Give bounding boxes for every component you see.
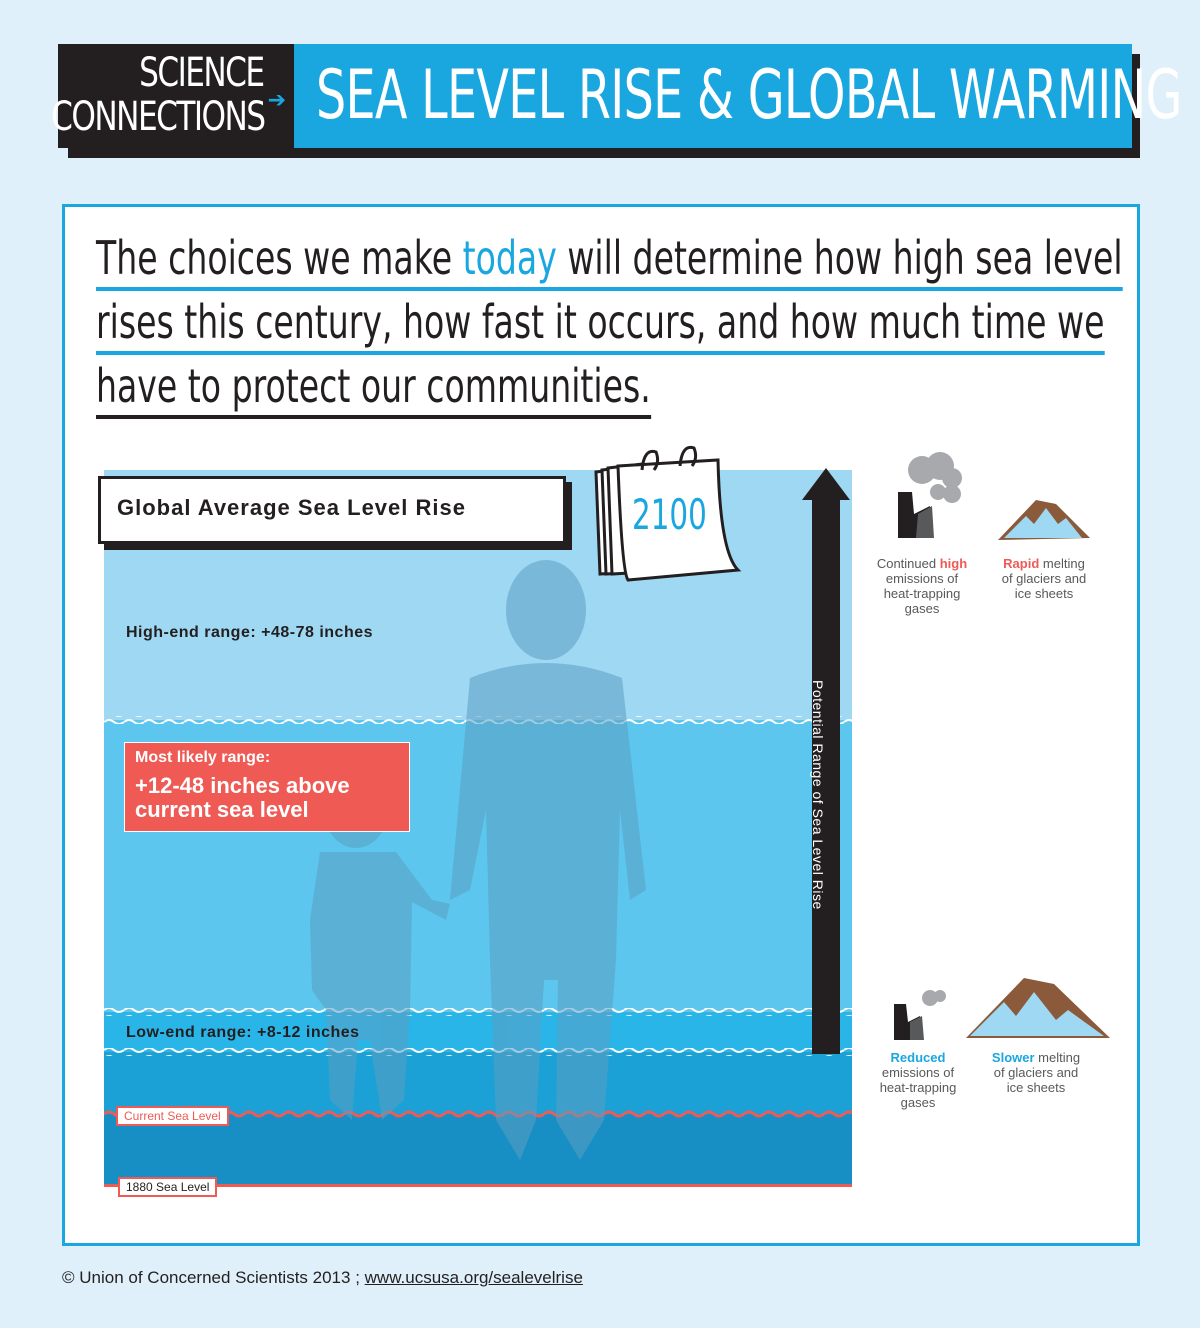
water-band-1880: [104, 1114, 852, 1186]
brand-line1: SCIENCE: [139, 50, 266, 96]
top-melt-caption: Rapid melting of glaciers and ice sheets: [1001, 556, 1087, 601]
glacier-large-icon: [998, 500, 1090, 540]
likely-range-box: Most likely range: +12-48 inches above c…: [124, 742, 410, 832]
calendar-icon: [594, 445, 742, 582]
title-banner: SEA LEVEL RISE & GLOBAL WARMING: [294, 44, 1182, 148]
headline: The choices we make today will determine…: [96, 226, 1123, 419]
top-emissions-caption: Continued high emissions of heat-trappin…: [876, 556, 968, 616]
current-sea-level-tag: Current Sea Level: [116, 1106, 229, 1126]
brand-line2: CONNECTIONS: [50, 94, 266, 140]
page-title: SEA LEVEL RISE & GLOBAL WARMING: [316, 56, 1182, 135]
sea-level-1880-tag: 1880 Sea Level: [118, 1177, 218, 1197]
likely-title: Most likely range:: [135, 749, 271, 766]
range-arrow-label: Potential Range of Sea Level Rise: [810, 680, 826, 910]
water-band-low: [104, 1012, 852, 1052]
range-arrow: [812, 498, 840, 1054]
factory-small-smoke-icon: [894, 990, 946, 1040]
arrow-right-icon: ➔: [267, 88, 286, 113]
family-silhouette: [310, 560, 646, 1160]
brand-block: SCIENCE CONNECTIONS ➔: [51, 44, 294, 148]
sea-level-1880-line: [104, 1184, 852, 1187]
footer-url-link[interactable]: www.ucsusa.org/sealevelrise: [364, 1268, 583, 1287]
footer: © Union of Concerned Scientists 2013 ; w…: [62, 1268, 583, 1288]
bottom-emissions-caption: Reduced emissions of heat-trapping gases: [879, 1050, 957, 1110]
glacier-small-icon: [966, 978, 1110, 1038]
headline-line3: have to protect our communities.: [96, 354, 816, 419]
likely-line1: +12-48 inches above: [135, 773, 350, 798]
footer-copyright: © Union of Concerned Scientists 2013 ;: [62, 1268, 360, 1287]
headline-highlight: today: [462, 231, 557, 285]
water-band-current: [104, 1052, 852, 1114]
chart-title: Global Average Sea Level Rise: [117, 495, 466, 520]
low-end-range: Low-end range: +8-12 inches: [126, 1024, 360, 1041]
chart-title-box: Global Average Sea Level Rise: [98, 476, 566, 544]
up-arrow-icon: [802, 468, 850, 500]
likely-line2: current sea level: [135, 797, 309, 822]
calendar-year: 2100: [632, 490, 707, 539]
headline-line2: rises this century, how fast it occurs, …: [96, 290, 1105, 355]
factory-smoke-icon: [898, 452, 962, 538]
bottom-melt-caption: Slower melting of glaciers and ice sheet…: [991, 1050, 1081, 1095]
high-end-range: High-end range: +48-78 inches: [126, 624, 374, 641]
headline-line1: The choices we make today will determine…: [96, 226, 1123, 291]
